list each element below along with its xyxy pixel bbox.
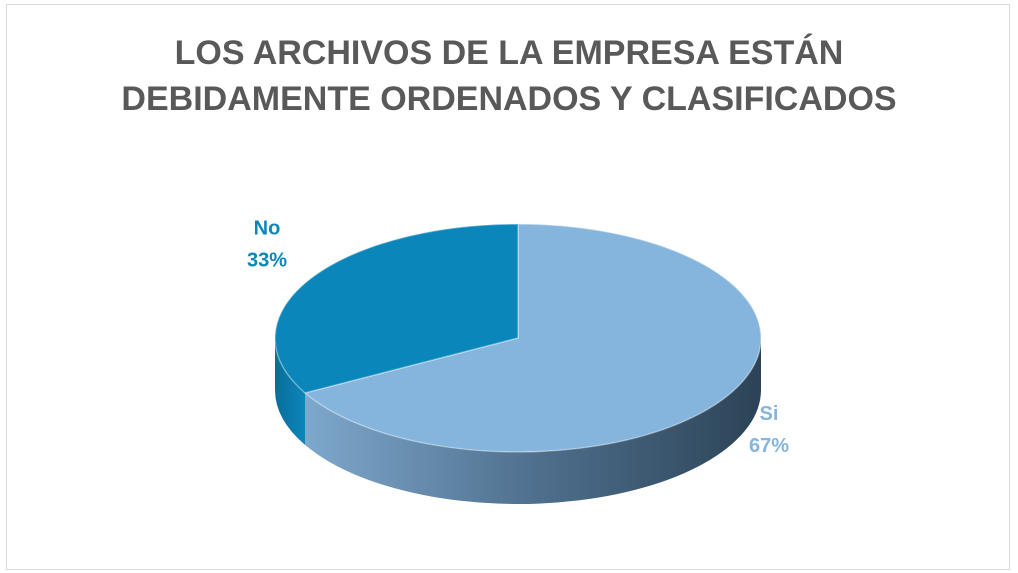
pie-side [305, 338, 761, 504]
data-label-category: No [254, 217, 281, 239]
data-label-category: Si [760, 403, 779, 425]
pie-side [275, 338, 306, 445]
pie-slice [303, 223, 762, 453]
chart-title: LOS ARCHIVOS DE LA EMPRESA ESTÁN DEBIDAM… [121, 34, 897, 118]
data-label-value: 67% [749, 435, 789, 457]
pie-slice [274, 223, 519, 394]
data-label-value: 33% [247, 249, 287, 271]
chart-frame [6, 4, 1010, 570]
